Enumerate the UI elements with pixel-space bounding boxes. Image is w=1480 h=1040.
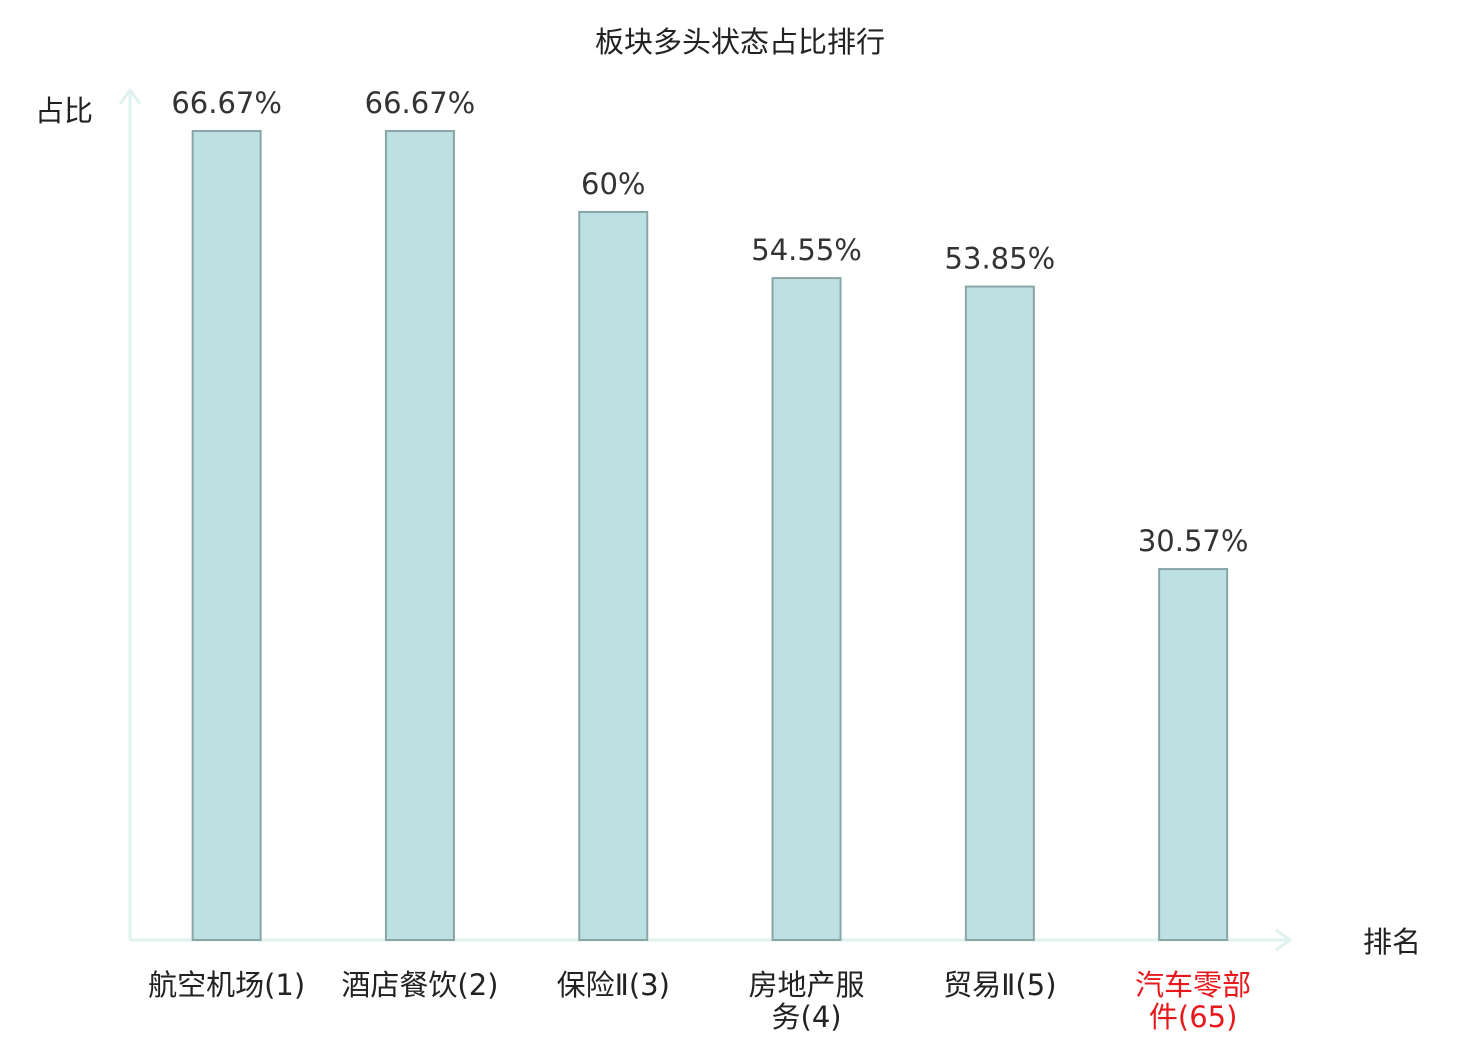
value-label: 66.67% — [171, 86, 282, 120]
category-label: 务(4) — [772, 1000, 842, 1034]
value-label: 30.57% — [1138, 524, 1249, 558]
bar — [771, 277, 842, 941]
category-label: 贸易Ⅱ(5) — [943, 968, 1056, 1002]
category-label: 房地产服 — [749, 968, 865, 1002]
y-axis-arrow — [118, 87, 142, 105]
category-label: 酒店餐饮(2) — [341, 968, 498, 1002]
x-axis-label: 排名 — [1363, 925, 1421, 959]
category-label: 件(65) — [1149, 1000, 1238, 1034]
value-labels-group: 66.67% 66.67% 60% 54.55% 53.85% 30.57% — [171, 86, 1248, 558]
value-label: 54.55% — [751, 233, 862, 267]
category-label: 航空机场(1) — [148, 968, 305, 1002]
category-label: 保险Ⅱ(3) — [557, 968, 670, 1002]
x-axis-arrow — [1275, 928, 1293, 952]
bar — [191, 130, 262, 941]
value-label: 66.67% — [365, 86, 476, 120]
y-axis-label: 占比 — [35, 94, 93, 128]
value-label: 60% — [581, 167, 645, 201]
category-label: 汽车零部 — [1135, 968, 1251, 1002]
chart-title: 板块多头状态占比排行 — [595, 25, 885, 59]
bar — [384, 130, 455, 941]
bar — [578, 210, 649, 941]
value-label: 53.85% — [945, 242, 1056, 276]
axes — [118, 87, 1293, 952]
bar — [964, 285, 1035, 941]
bars-group — [191, 130, 1229, 941]
bar — [1158, 568, 1229, 941]
